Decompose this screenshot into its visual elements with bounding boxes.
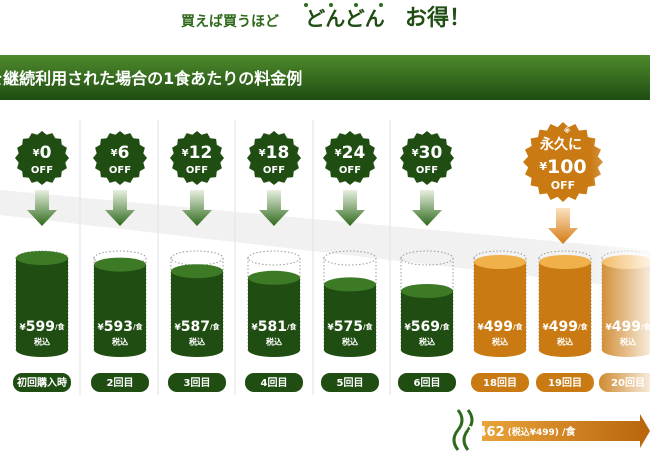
badge bbox=[247, 131, 301, 185]
tax: 税込 bbox=[189, 337, 205, 347]
arrow bbox=[259, 190, 289, 226]
label-pill bbox=[321, 373, 379, 392]
cylinder-fill bbox=[248, 277, 300, 357]
label: 6回目 bbox=[414, 377, 441, 389]
cylinder-fill bbox=[171, 271, 223, 357]
price: ¥587/食 bbox=[174, 319, 220, 335]
badge-amount: ¥30 bbox=[412, 143, 443, 163]
cylinder-surface bbox=[539, 255, 591, 269]
cylinder-fill bbox=[94, 264, 146, 357]
badge bbox=[323, 131, 377, 185]
badge bbox=[93, 131, 147, 185]
arrow bbox=[182, 190, 212, 226]
cylinder-surface bbox=[474, 255, 526, 269]
badge-off: OFF bbox=[31, 165, 53, 176]
footer: ¥462 (税込¥499)/食 bbox=[452, 409, 650, 451]
banner-text: 10食プランを継続利用された場合の1食あたりの料金例 bbox=[0, 64, 302, 92]
cylinder-surface bbox=[401, 284, 453, 298]
badge-off: OFF bbox=[416, 165, 438, 176]
tax: 税込 bbox=[112, 337, 128, 347]
forever-off: OFF bbox=[551, 179, 575, 192]
price: ¥593/食 bbox=[97, 319, 143, 335]
cylinder-fill bbox=[539, 262, 591, 357]
badge bbox=[400, 131, 454, 185]
price: ¥581/食 bbox=[251, 319, 297, 335]
label-pill bbox=[536, 373, 594, 392]
forever-prefix: 永久に bbox=[539, 136, 582, 153]
cylinder-surface bbox=[171, 264, 223, 279]
price: ¥499/食 bbox=[477, 319, 523, 335]
tax: 税込 bbox=[34, 337, 50, 347]
headline: 買えば買うほど どんどん お得！ bbox=[181, 3, 471, 31]
label: 18回目 bbox=[483, 377, 517, 389]
cylinder-fill bbox=[16, 258, 68, 357]
footer-text: ¥462 (税込¥499)/食 bbox=[468, 425, 576, 440]
label: 2回目 bbox=[107, 377, 134, 389]
cylinder-fill bbox=[474, 262, 526, 357]
cylinder-fill bbox=[324, 284, 376, 357]
price: ¥575/食 bbox=[327, 319, 373, 335]
forever-amount: ¥100 bbox=[539, 156, 586, 178]
label-pill bbox=[398, 373, 456, 392]
tax: 税込 bbox=[266, 337, 282, 347]
badge-off: OFF bbox=[109, 165, 131, 176]
arrow bbox=[412, 190, 442, 226]
tax: 税込 bbox=[342, 337, 358, 347]
arrow bbox=[548, 208, 578, 244]
label-pill bbox=[245, 373, 303, 392]
cylinder-surface bbox=[94, 257, 146, 272]
arrow bbox=[105, 190, 135, 226]
badge-amount: ¥24 bbox=[335, 143, 366, 163]
banner bbox=[0, 55, 650, 100]
badge-off: OFF bbox=[263, 165, 285, 176]
label: 4回目 bbox=[261, 377, 288, 389]
arrow bbox=[27, 190, 57, 226]
headline-lead: 買えば買うほど bbox=[181, 14, 279, 30]
tax: 税込 bbox=[492, 337, 508, 347]
badge bbox=[170, 131, 224, 185]
emphasis-dots bbox=[304, 3, 383, 7]
tax: 税込 bbox=[419, 337, 435, 347]
badge bbox=[15, 131, 69, 185]
label: 3回目 bbox=[184, 377, 211, 389]
label-pill bbox=[13, 373, 71, 392]
cylinder-fill bbox=[401, 291, 453, 357]
cylinder-outline bbox=[247, 250, 301, 266]
label-pill bbox=[471, 373, 529, 392]
tax: 税込 bbox=[557, 337, 573, 347]
badge-amount: ¥18 bbox=[259, 143, 290, 163]
price: ¥499/食 bbox=[542, 319, 588, 335]
cylinder-outline bbox=[170, 250, 224, 266]
badge-off: OFF bbox=[186, 165, 208, 176]
badge-off: OFF bbox=[339, 165, 361, 176]
cylinder-surface bbox=[324, 277, 376, 292]
label: 19回目 bbox=[548, 377, 582, 389]
price: ¥599/食 bbox=[19, 319, 65, 335]
forever-note: ※ bbox=[564, 126, 571, 135]
fade bbox=[590, 110, 650, 400]
forever-badge bbox=[523, 122, 603, 202]
headline-emph: どんどん bbox=[305, 7, 384, 31]
headline-tail: お得！ bbox=[405, 5, 471, 31]
label: 初回購入時 bbox=[17, 376, 67, 389]
badge-amount: ¥6 bbox=[111, 143, 130, 163]
price: ¥569/食 bbox=[404, 319, 450, 335]
cylinder-surface bbox=[16, 251, 68, 265]
label-pill bbox=[168, 373, 226, 392]
badge-amount: ¥0 bbox=[33, 143, 52, 163]
label-pill bbox=[91, 373, 149, 392]
label: 5回目 bbox=[337, 377, 364, 389]
badge-amount: ¥12 bbox=[182, 143, 213, 163]
cylinder-surface bbox=[248, 270, 300, 285]
arrow bbox=[335, 190, 365, 226]
